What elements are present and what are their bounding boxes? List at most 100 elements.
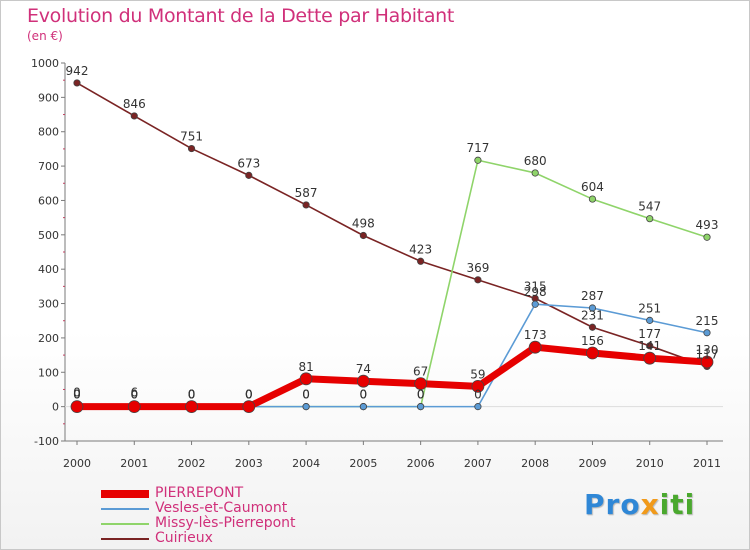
data-point <box>646 316 654 324</box>
data-label: 67 <box>413 365 428 379</box>
y-tick-label: 1000 <box>31 57 59 70</box>
data-label: 59 <box>470 367 485 381</box>
legend-label: Vesles-et-Caumont <box>155 500 288 516</box>
data-point <box>474 156 482 164</box>
data-point <box>586 346 599 360</box>
x-tick-label: 2010 <box>636 457 664 470</box>
data-point <box>588 323 597 331</box>
data-label: 0 <box>474 388 482 402</box>
data-point <box>588 195 597 203</box>
data-label: 604 <box>581 180 604 194</box>
data-point <box>643 351 657 365</box>
data-point <box>417 257 425 265</box>
data-label: 0 <box>73 388 81 402</box>
data-label: 0 <box>130 388 138 402</box>
data-point <box>414 377 428 391</box>
data-label: 130 <box>696 343 719 357</box>
y-tick-label: 100 <box>38 366 59 379</box>
data-point <box>474 276 482 284</box>
data-point <box>130 112 138 120</box>
x-tick-label: 2003 <box>235 457 263 470</box>
data-label: 215 <box>696 314 719 328</box>
data-label: 0 <box>188 388 196 402</box>
data-label: 6 <box>130 386 138 400</box>
data-label: 680 <box>524 154 547 168</box>
data-label: 231 <box>581 308 604 322</box>
x-tick-label: 2007 <box>464 457 492 470</box>
data-label: 0 <box>188 388 196 402</box>
data-point <box>185 400 198 414</box>
y-tick-label: 900 <box>38 91 59 104</box>
data-label: 173 <box>524 328 547 342</box>
data-point <box>700 355 714 369</box>
x-tick-label: 2000 <box>63 457 91 470</box>
y-tick-label: 400 <box>38 263 59 276</box>
data-label: 423 <box>409 242 432 256</box>
data-label: 942 <box>66 64 89 78</box>
data-point <box>531 300 539 308</box>
legend-swatch-line <box>101 538 149 540</box>
x-tick-label: 2002 <box>178 457 206 470</box>
legend-swatch <box>101 532 149 547</box>
data-point <box>73 79 81 87</box>
legend-swatch <box>101 487 149 502</box>
data-label: 493 <box>696 218 719 232</box>
legend-label: Missy-lès-Pierrepont <box>155 515 296 531</box>
data-label: 498 <box>352 217 375 231</box>
data-label: 0 <box>417 388 425 402</box>
data-label: 547 <box>638 200 661 214</box>
y-tick-label: 500 <box>38 229 59 242</box>
data-label: 81 <box>298 360 313 374</box>
legend-swatch-line <box>101 490 149 498</box>
legend-swatch <box>101 517 149 532</box>
legend-label: PIERREPONT <box>155 485 244 501</box>
chart-title: Evolution du Montant de la Dette par Hab… <box>27 5 455 27</box>
data-point <box>703 233 711 241</box>
data-label: 0 <box>188 388 196 402</box>
data-label: 0 <box>417 388 425 402</box>
series-line-pierrepont <box>73 343 711 411</box>
y-tick-label: 0 <box>52 401 59 414</box>
data-label: 315 <box>524 279 547 293</box>
data-label: 251 <box>638 301 661 315</box>
data-point <box>528 340 542 354</box>
y-tick-label: 300 <box>38 298 59 311</box>
data-label: 0 <box>245 388 253 402</box>
data-label: 117 <box>696 347 719 361</box>
data-label: 156 <box>581 334 604 348</box>
x-tick-label: 2004 <box>292 457 320 470</box>
legend-swatch <box>101 502 149 517</box>
x-tick-label: 2008 <box>521 457 549 470</box>
x-tick-label: 2009 <box>578 457 606 470</box>
data-label: 0 <box>73 386 81 400</box>
data-point <box>703 329 711 337</box>
y-tick-label: 600 <box>38 194 59 207</box>
data-point <box>356 374 370 388</box>
data-label: 0 <box>360 388 368 402</box>
data-label: 0 <box>302 388 310 402</box>
data-label: 0 <box>245 388 253 402</box>
x-tick-label: 2001 <box>120 457 148 470</box>
data-label: 846 <box>123 97 146 111</box>
data-label: 0 <box>360 388 368 402</box>
y-tick-label: 800 <box>38 126 59 139</box>
data-label: 673 <box>237 156 260 170</box>
data-point <box>127 400 141 414</box>
data-point <box>242 400 256 414</box>
data-point <box>646 215 654 223</box>
data-label: 0 <box>302 388 310 402</box>
data-label: 0 <box>73 388 81 402</box>
y-tick-label: -100 <box>34 435 59 448</box>
data-label: 587 <box>295 186 318 200</box>
data-point <box>245 171 253 179</box>
data-point <box>588 304 597 312</box>
data-label: 751 <box>180 130 203 144</box>
data-point <box>359 231 367 240</box>
data-point <box>646 342 654 350</box>
data-label: 298 <box>524 285 547 299</box>
data-point <box>302 403 310 411</box>
data-point <box>417 403 425 411</box>
series-line-cuirieux <box>76 82 708 368</box>
data-point <box>474 403 482 411</box>
